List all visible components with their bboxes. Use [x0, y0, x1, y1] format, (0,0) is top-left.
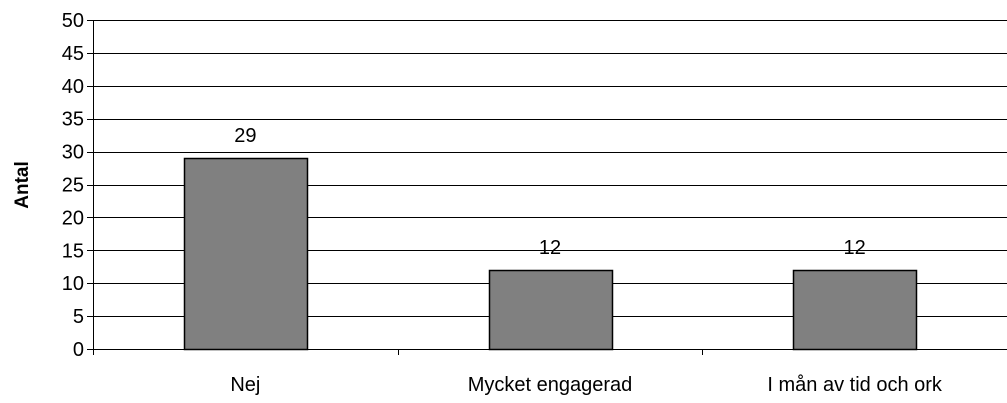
axes — [87, 20, 1007, 355]
y-tick-label: 45 — [62, 43, 84, 65]
y-tick-label: 50 — [62, 10, 84, 32]
data-label: 12 — [844, 237, 866, 259]
bar — [792, 269, 918, 351]
y-tick-label: 35 — [62, 109, 84, 131]
y-tick-label: 40 — [62, 76, 84, 98]
x-tick-label: I mån av tid och ork — [767, 374, 943, 396]
labels: 0 5 10 15 20 25 30 35 40 45 50 29 Nej 12 Mycket engage… — [62, 10, 943, 396]
y-tick-label: 10 — [62, 273, 84, 295]
y-tick-label: 25 — [62, 175, 84, 197]
x-tick-label: Nej — [230, 374, 260, 396]
y-tick-label: 5 — [73, 306, 84, 328]
y-tick-label: 20 — [62, 207, 84, 229]
y-axis-title: Antal — [12, 161, 33, 209]
x-tick-label: Mycket engagerad — [468, 374, 633, 396]
data-label: 29 — [234, 125, 256, 147]
data-label: 12 — [539, 237, 561, 259]
bar — [488, 269, 614, 351]
y-tick-label: 0 — [73, 339, 84, 361]
y-tick-label: 15 — [62, 240, 84, 262]
bar — [183, 157, 309, 351]
y-tick-label: 30 — [62, 142, 84, 164]
